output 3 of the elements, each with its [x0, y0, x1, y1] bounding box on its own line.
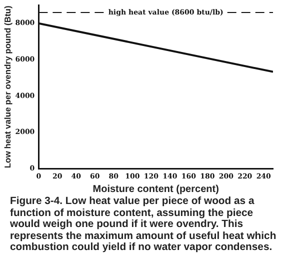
y-axis-title: Low heat value per ovendry pound (Btu)	[2, 6, 12, 168]
caption: Figure 3-4. Low heat value per piece of wood as a function of moisture content, assuming the piece would weigh one pound if it were ovendry. This represents the maximum amount of useful heat which combustion could yield if no water vapor condenses.	[9, 196, 278, 254]
x-axis-title: Moisture content (percent)	[92, 184, 219, 195]
